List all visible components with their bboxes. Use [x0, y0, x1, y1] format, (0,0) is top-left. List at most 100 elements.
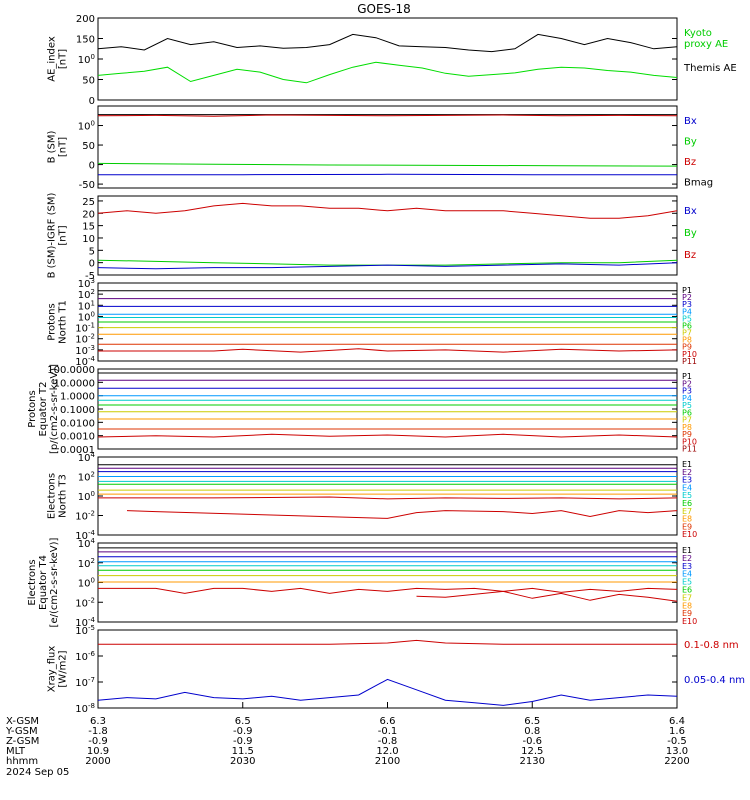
legend-entry: Bx [684, 206, 697, 217]
y-tick-label: 10-4 [75, 529, 95, 542]
series-line-9 [98, 587, 678, 594]
series-line-3 [97, 162, 678, 167]
y-tick-label: 0.0001 [60, 445, 95, 456]
y-axis-label: Protons [27, 390, 38, 427]
y-tick-label: 10-7 [75, 676, 95, 689]
series-line-2 [97, 678, 678, 706]
legend-entry: P7 [682, 416, 692, 425]
legend-entry: P8 [682, 336, 692, 345]
legend-entry: P1 [682, 286, 692, 295]
y-axis-label: [nT] [58, 49, 69, 69]
y-axis-label: North T1 [58, 300, 69, 344]
x-tick-label: 10.9 [87, 746, 109, 757]
legend-entry: Themis AE [683, 63, 737, 74]
figure-title: GOES-18 [357, 2, 411, 16]
y-axis-label: B (SM) [47, 130, 58, 163]
legend-entry: P1 [682, 372, 692, 381]
y-tick-label: 10-6 [75, 650, 95, 663]
legend-entry: proxy AE [684, 39, 728, 50]
y-axis-label: Equator T2 [38, 382, 49, 437]
x-tick-label: 6.3 [90, 716, 106, 727]
legend-entry: E4 [682, 570, 692, 579]
y-tick-label: 100 [78, 577, 95, 590]
series-line-2 [97, 114, 678, 117]
legend-entry: E5 [682, 578, 692, 587]
legend-entry: E1 [682, 546, 692, 555]
legend-entry: By [684, 137, 697, 148]
y-axis-label: AE_index [47, 36, 58, 82]
panel-5: 0.0001 0.0010 0.0100 0.1000 1.0000 10.0000 100… [27, 364, 697, 456]
x-tick-label: 12.0 [376, 746, 398, 757]
legend-entry: By [684, 228, 697, 239]
x-tick-label: 2100 [375, 756, 400, 767]
series-line-1 [98, 639, 677, 645]
y-tick-label: 102 [78, 557, 95, 570]
legend-entry: E6 [682, 499, 692, 508]
legend-entry: P5 [682, 401, 692, 410]
x-tick-label: 6.4 [669, 716, 685, 727]
y-tick-label: 10 [82, 234, 95, 245]
y-tick-label: 0.1000 [60, 405, 95, 416]
x-tick-label: -0.6 [522, 736, 542, 747]
legend-entry: P3 [682, 387, 692, 396]
y-tick-label: 10-5 [75, 624, 95, 637]
y-tick-label: 102 [78, 288, 95, 301]
legend-entry: Bx [684, 116, 697, 127]
y-axis-label: [W/m2] [58, 650, 69, 687]
panel-8: 10-8 10-7 10-6 10-5 Xray_flux [W/m2] 0.1-0.8 n… [47, 624, 746, 715]
x-tick-label: -0.5 [667, 736, 687, 747]
x-tick-label: 6.6 [380, 716, 396, 727]
series-line-1 [97, 33, 678, 53]
legend-entry: E10 [682, 530, 697, 539]
y-tick-label: 50 [82, 76, 95, 87]
y-tick-label: 50 [82, 141, 95, 152]
y-tick-label: 0.0010 [60, 432, 95, 443]
y-tick-label: 10-3 [75, 344, 95, 357]
panel-7: 10-4 10-2 100 102 104 Electrons Equator T4 [e/(… [27, 537, 697, 629]
y-axis-label: [p/(cm2-s-sr-keV)] [49, 364, 60, 454]
x-tick-label: -0.9 [233, 726, 253, 737]
panel-6: 10-4 10-2 100 102 104 Electrons North T3 E1E2E3… [47, 451, 698, 542]
row-label: MLT [6, 746, 26, 757]
legend-entry: Bz [684, 250, 696, 261]
series-line-10 [126, 510, 678, 519]
x-tick-label: 11.5 [232, 746, 254, 757]
x-tick-label: 2030 [230, 756, 255, 767]
y-axis-label: Equator T4 [38, 555, 49, 610]
y-tick-label: 200 [76, 14, 95, 25]
x-tick-label: -0.8 [378, 736, 398, 747]
y-tick-label: -5 [85, 271, 95, 282]
legend-entry: P2 [682, 293, 692, 302]
legend-entry: E9 [682, 609, 692, 618]
panel-frame [97, 368, 678, 450]
y-tick-label: 103 [78, 277, 95, 290]
legend-entry: P5 [682, 314, 692, 323]
y-tick-label: 100 [78, 490, 95, 503]
y-tick-label: 10-8 [75, 702, 95, 715]
y-tick-label: 100 [78, 120, 95, 133]
x-tick-label: -0.9 [88, 736, 108, 747]
y-axis-label: Electrons [47, 473, 58, 519]
legend-entry: E4 [682, 483, 692, 492]
y-tick-label: 0 [89, 161, 95, 172]
y-tick-label: 104 [78, 451, 96, 464]
series-line-3 [97, 262, 678, 270]
x-tick-label: -1.8 [88, 726, 108, 737]
legend-entry: E3 [682, 562, 692, 571]
legend-entry: E7 [682, 507, 692, 516]
x-axis-table: X-GSMY-GSMZ-GSMMLThhmm6.3-1.8-0.910.9200… [5, 702, 690, 767]
x-tick-label: 12.5 [521, 746, 543, 757]
legend-entry: Bmag [684, 178, 713, 189]
y-tick-label: 15 [82, 222, 95, 233]
legend-entry: E8 [682, 601, 692, 610]
date-label: 2024 Sep 05 [6, 767, 69, 778]
y-tick-label: -50 [79, 180, 95, 191]
y-axis-label: [nT] [58, 225, 69, 245]
y-tick-label: 20 [82, 209, 95, 220]
y-axis-label: B (SM)-IGRF (SM) [47, 193, 58, 279]
y-tick-label: 10-2 [75, 333, 95, 346]
legend-entry: P4 [682, 307, 692, 316]
